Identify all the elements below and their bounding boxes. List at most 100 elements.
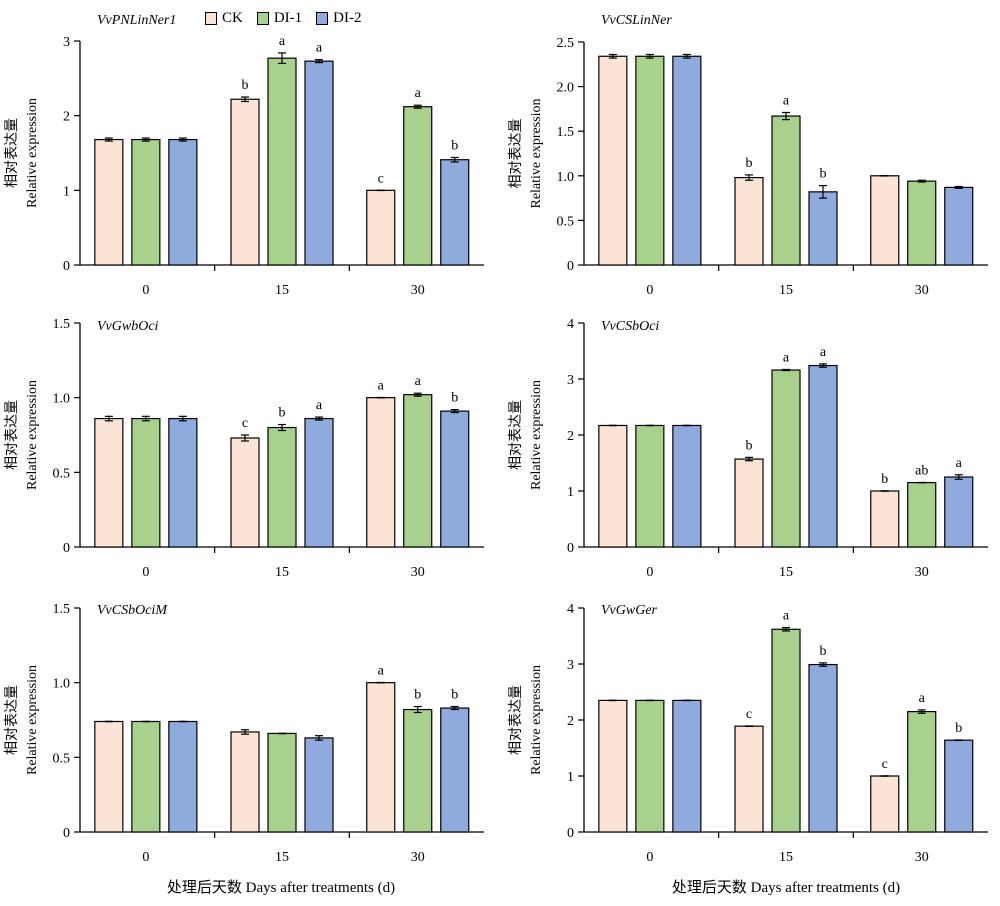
x-tick-label: 0	[142, 283, 149, 298]
significance-label: b	[746, 156, 753, 171]
bar-ck	[870, 490, 900, 548]
significance-label: b	[451, 688, 458, 703]
significance-label: a	[783, 93, 790, 108]
y-tick-label: 2	[567, 429, 574, 444]
bar-di-2	[672, 424, 702, 548]
significance-label: c	[242, 416, 248, 431]
bar-di-2	[440, 707, 470, 833]
y-tick-label: 2	[63, 110, 70, 125]
bar-di-2	[808, 364, 838, 548]
y-tick-label: 1.5	[53, 317, 71, 332]
bar-ck	[734, 176, 764, 266]
y-tick-label: 0.5	[53, 751, 71, 766]
legend-swatch-di1	[256, 11, 269, 25]
x-tick-label: 15	[779, 850, 793, 865]
bar-ck	[598, 424, 628, 548]
bar-ck	[366, 189, 396, 266]
x-tick-label: 15	[779, 565, 793, 580]
bar-di-1	[635, 55, 665, 266]
significance-label: a	[279, 34, 286, 49]
y-axis-title-cn: 相对表达量	[508, 119, 524, 189]
y-tick-label: 1	[63, 184, 70, 199]
y-tick-label: 1.0	[53, 677, 71, 692]
significance-label: a	[316, 41, 323, 56]
bar-di-2	[304, 60, 334, 266]
x-tick-label: 0	[142, 850, 149, 865]
y-axis-title-cn: 相对表达量	[508, 685, 524, 755]
y-tick-label: 1	[567, 770, 574, 785]
significance-label: ab	[915, 464, 928, 479]
bar-di-2	[672, 699, 702, 833]
y-tick-label: 1.0	[557, 170, 575, 185]
bar-di-2	[944, 476, 974, 548]
x-tick-label: 15	[779, 283, 793, 298]
x-tick-label: 15	[275, 565, 289, 580]
bar-di-1	[635, 699, 665, 833]
y-tick-label: 2.5	[557, 36, 575, 51]
y-axis-title-en: Relative expression	[529, 98, 544, 208]
y-axis-title-en: Relative expression	[529, 665, 544, 775]
bar-di-2	[944, 739, 974, 833]
y-axis-title-cn: 相对表达量	[508, 400, 524, 470]
bar-di-1	[267, 57, 297, 266]
bar-di-2	[808, 663, 838, 833]
bar-ck	[734, 725, 764, 833]
y-tick-label: 0.5	[557, 214, 575, 229]
y-tick-label: 0	[567, 541, 574, 556]
y-tick-label: 3	[567, 373, 574, 388]
legend-label-di2: DI-2	[333, 9, 362, 26]
bar-ck	[366, 682, 396, 833]
significance-label: a	[783, 350, 790, 365]
bar-di-1	[403, 394, 433, 548]
significance-label: b	[746, 438, 753, 453]
legend-item-ck: CK	[205, 10, 243, 27]
y-tick-label: 0	[63, 541, 70, 556]
significance-label: a	[956, 456, 963, 471]
bar-ck	[598, 699, 628, 833]
bar-di-1	[907, 180, 937, 266]
y-tick-label: 4	[567, 317, 574, 332]
y-tick-label: 4	[567, 602, 574, 617]
significance-label: b	[414, 688, 421, 703]
bar-di-2	[440, 410, 470, 548]
bar-di-2	[808, 191, 838, 266]
bar-di-2	[168, 417, 198, 548]
y-axis-title-en: Relative expression	[25, 98, 40, 208]
gene-name: VvGwbOci	[97, 319, 159, 334]
bar-di-1	[771, 628, 801, 833]
y-tick-label: 3	[63, 35, 70, 50]
legend-label-ck: CK	[222, 9, 243, 26]
significance-label: a	[378, 664, 385, 679]
y-tick-label: 1.5	[53, 602, 71, 617]
bar-di-1	[907, 710, 937, 833]
y-tick-label: 1.0	[53, 392, 71, 407]
y-tick-label: 0	[567, 259, 574, 274]
panel-vvcsboci: 0 1 2 3 4 0 15 30 VvCSbOci 相对表达量 Relative expressi…	[508, 317, 988, 580]
legend-item-di1: DI-1	[256, 10, 302, 27]
gene-name: VvCSbOciM	[97, 603, 168, 618]
bar-di-2	[944, 186, 974, 266]
x-tick-label: 0	[646, 565, 653, 580]
y-axis-title-cn: 相对表达量	[4, 400, 20, 470]
y-tick-label: 0.5	[53, 466, 71, 481]
y-axis-title-cn: 相对表达量	[4, 685, 20, 755]
significance-label: a	[415, 86, 422, 101]
bar-di-1	[403, 106, 433, 266]
bar-ck	[230, 731, 260, 833]
y-tick-label: 2	[567, 714, 574, 729]
significance-label: b	[881, 472, 888, 487]
significance-label: b	[820, 167, 827, 182]
significance-label: b	[279, 406, 286, 421]
bar-ck	[94, 720, 124, 833]
bar-di-1	[131, 138, 161, 266]
bar-di-1	[267, 426, 297, 548]
bar-di-1	[771, 115, 801, 266]
significance-label: a	[783, 609, 790, 624]
significance-label: c	[882, 757, 888, 772]
bar-di-1	[131, 720, 161, 833]
bar-di-1	[131, 417, 161, 548]
y-axis-title-en: Relative expression	[25, 380, 40, 490]
gene-name: VvCSLinNer	[601, 13, 672, 28]
x-axis-caption-right: 处理后天数 Days after treatments (d)	[671, 880, 901, 896]
